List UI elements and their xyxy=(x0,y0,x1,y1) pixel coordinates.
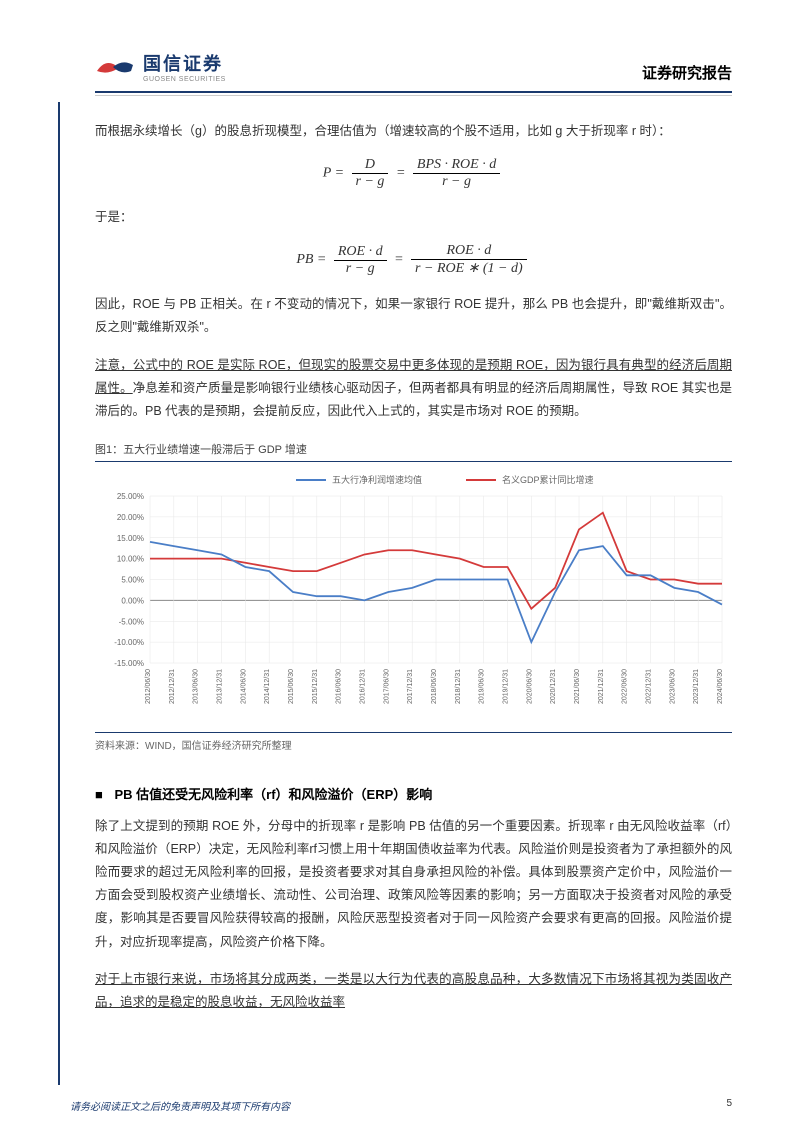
svg-text:2022/06/30: 2022/06/30 xyxy=(622,669,629,704)
paragraph-6-underlined: 对于上市银行来说，市场将其分成两类，一类是以大行为代表的高股息品种，大多数情况下… xyxy=(95,972,732,1009)
section-2-heading: PB 估值还受无风险利率（rf）和风险溢价（ERP）影响 xyxy=(95,784,732,803)
report-type-label: 证券研究报告 xyxy=(642,62,732,83)
svg-text:2016/06/30: 2016/06/30 xyxy=(336,669,343,704)
svg-text:名义GDP累计同比增速: 名义GDP累计同比增速 xyxy=(502,474,594,485)
svg-text:2021/12/31: 2021/12/31 xyxy=(598,669,605,704)
svg-text:15.00%: 15.00% xyxy=(117,534,144,543)
left-margin-rule xyxy=(58,102,60,1085)
svg-text:0.00%: 0.00% xyxy=(121,596,144,605)
svg-text:25.00%: 25.00% xyxy=(117,492,144,501)
svg-text:-5.00%: -5.00% xyxy=(119,617,144,626)
svg-text:2012/06/30: 2012/06/30 xyxy=(145,669,152,704)
line-chart-svg: 五大行净利润增速均值 名义GDP累计同比增速 -15.00% -10.00% -5.00… xyxy=(95,468,732,728)
paragraph-1: 而根据永续增长（g）的股息折现模型，合理估值为（增速较高的个股不适用，比如 g … xyxy=(95,120,732,143)
page-header: 国信证券 GUOSEN SECURITIES 证券研究报告 xyxy=(95,50,732,83)
figure-1-caption: 图1：五大行业绩增速一般滞后于 GDP 增速 xyxy=(95,441,732,462)
svg-text:2013/12/31: 2013/12/31 xyxy=(217,669,224,704)
formula-1: P = Dr − g = BPS · ROE · dr − g xyxy=(95,157,732,190)
logo-text-cn: 国信证券 xyxy=(143,50,226,76)
svg-text:2020/12/31: 2020/12/31 xyxy=(550,669,557,704)
svg-text:2015/06/30: 2015/06/30 xyxy=(288,669,295,704)
svg-text:2015/12/31: 2015/12/31 xyxy=(312,669,319,704)
svg-text:2012/12/31: 2012/12/31 xyxy=(169,669,176,704)
svg-text:2014/12/31: 2014/12/31 xyxy=(264,669,271,704)
header-rule-thin xyxy=(95,95,732,96)
formula-2: PB = ROE · dr − g = ROE · dr − ROE ∗ (1 … xyxy=(95,243,732,277)
svg-text:-15.00%: -15.00% xyxy=(114,659,144,668)
svg-text:2020/06/30: 2020/06/30 xyxy=(526,669,533,704)
svg-text:-10.00%: -10.00% xyxy=(114,638,144,647)
svg-text:2022/12/31: 2022/12/31 xyxy=(646,669,653,704)
svg-text:2018/12/31: 2018/12/31 xyxy=(455,669,462,704)
figure-1-source: 资料来源：WIND，国信证券经济研究所整理 xyxy=(95,732,732,752)
paragraph-4-rest: 净息差和资产质量是影响银行业绩核心驱动因子，但两者都具有明显的经济后周期属性，导… xyxy=(95,381,732,418)
svg-text:20.00%: 20.00% xyxy=(117,513,144,522)
svg-text:2019/12/31: 2019/12/31 xyxy=(503,669,510,704)
svg-text:2023/06/30: 2023/06/30 xyxy=(669,669,676,704)
footer-disclaimer: 请务必阅读正文之后的免责声明及其项下所有内容 xyxy=(70,1098,290,1113)
logo-mark-icon xyxy=(95,53,135,81)
svg-text:10.00%: 10.00% xyxy=(117,555,144,564)
svg-text:2024/06/30: 2024/06/30 xyxy=(717,669,724,704)
svg-text:2021/06/30: 2021/06/30 xyxy=(574,669,581,704)
paragraph-5: 除了上文提到的预期 ROE 外，分母中的折现率 r 是影响 PB 估值的另一个重… xyxy=(95,815,732,954)
paragraph-4: 注意，公式中的 ROE 是实际 ROE，但现实的股票交易中更多体现的是预期 RO… xyxy=(95,354,732,423)
svg-text:五大行净利润增速均值: 五大行净利润增速均值 xyxy=(332,474,422,485)
page-number: 5 xyxy=(726,1098,732,1113)
svg-text:2019/06/30: 2019/06/30 xyxy=(479,669,486,704)
svg-text:2013/06/30: 2013/06/30 xyxy=(193,669,200,704)
figure-1-chart: 五大行净利润增速均值 名义GDP累计同比增速 -15.00% -10.00% -5.00… xyxy=(95,468,732,728)
svg-text:2014/06/30: 2014/06/30 xyxy=(240,669,247,704)
svg-text:5.00%: 5.00% xyxy=(121,575,144,584)
paragraph-2: 于是： xyxy=(95,206,732,229)
svg-text:2023/12/31: 2023/12/31 xyxy=(693,669,700,704)
logo-text-en: GUOSEN SECURITIES xyxy=(143,76,226,83)
svg-text:2017/06/30: 2017/06/30 xyxy=(383,669,390,704)
page-footer: 请务必阅读正文之后的免责声明及其项下所有内容 5 xyxy=(70,1098,732,1113)
svg-text:2018/06/30: 2018/06/30 xyxy=(431,669,438,704)
svg-text:2017/12/31: 2017/12/31 xyxy=(407,669,414,704)
paragraph-3: 因此，ROE 与 PB 正相关。在 r 不变动的情况下，如果一家银行 ROE 提… xyxy=(95,293,732,339)
company-logo: 国信证券 GUOSEN SECURITIES xyxy=(95,50,226,83)
svg-text:2016/12/31: 2016/12/31 xyxy=(360,669,367,704)
header-rule-thick xyxy=(95,91,732,93)
paragraph-6: 对于上市银行来说，市场将其分成两类，一类是以大行为代表的高股息品种，大多数情况下… xyxy=(95,968,732,1014)
